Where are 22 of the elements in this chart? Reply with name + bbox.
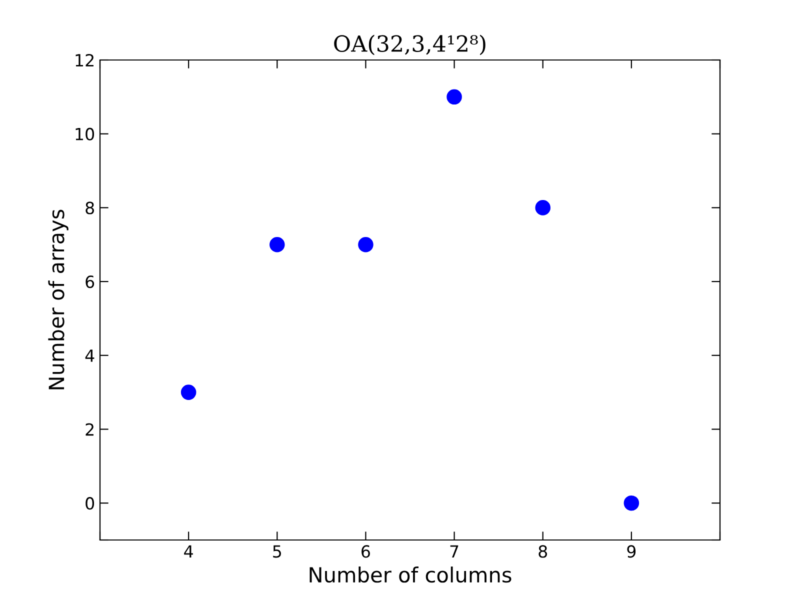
y-tick-label: 4 <box>85 350 94 362</box>
point <box>358 236 374 252</box>
x-tick-label: 8 <box>538 545 548 558</box>
y-tick-label: 0 <box>86 497 94 510</box>
point <box>180 384 196 400</box>
x-tick-label: 7 <box>450 545 458 558</box>
y-tick-label: 10 <box>76 128 94 140</box>
point <box>446 89 462 105</box>
x-axis-title: Number of columns <box>310 566 512 583</box>
y-axis-title: Number of arrays <box>48 210 68 390</box>
point <box>270 236 285 252</box>
chart-title: OA(32,3,4¹2⁸) <box>334 34 486 56</box>
y-tick-label: 8 <box>86 202 94 214</box>
point <box>535 200 550 216</box>
y-tick-label: 2 <box>86 423 94 436</box>
x-tick-label: 9 <box>627 545 636 558</box>
y-tick-label: 12 <box>76 54 94 66</box>
y-tick-label: 6 <box>86 276 94 288</box>
x-tick-label: 6 <box>362 545 370 558</box>
point <box>624 495 640 511</box>
x-tick-label: 4 <box>184 545 193 558</box>
x-tick-label: 5 <box>273 545 281 558</box>
